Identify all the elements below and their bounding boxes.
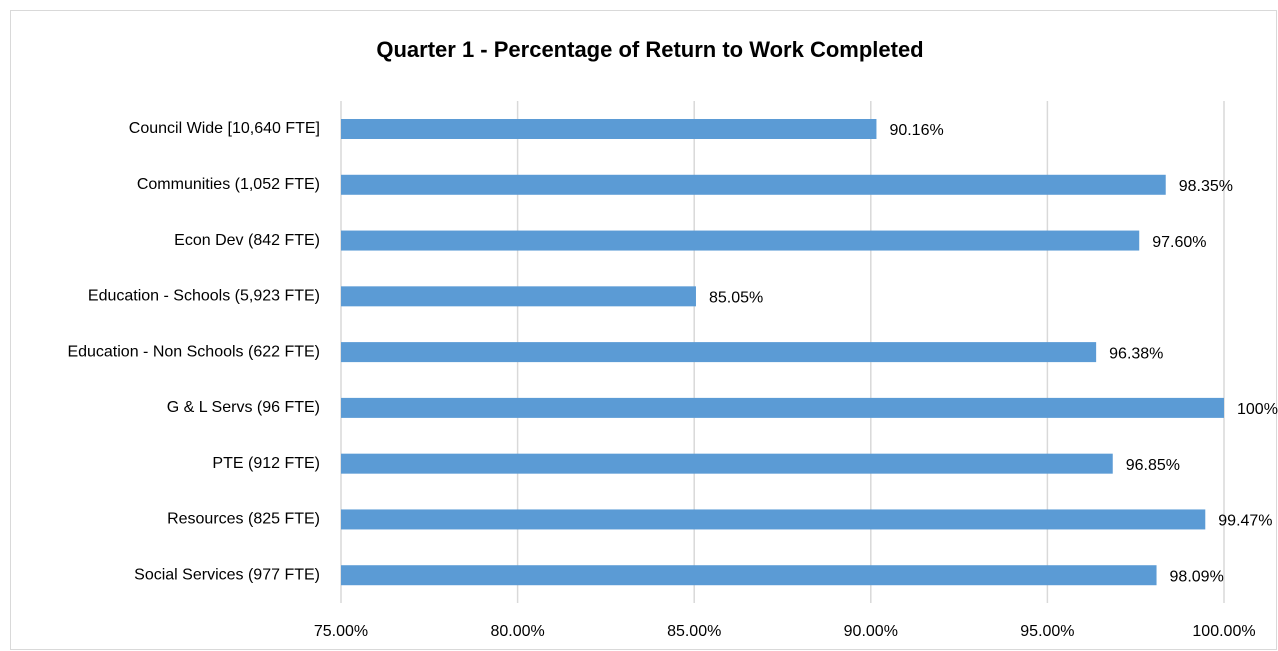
bar (341, 453, 1113, 474)
data-label: 98.09% (1170, 568, 1224, 585)
chart-title: Quarter 1 - Percentage of Return to Work… (376, 37, 923, 62)
x-tick-label: 90.00% (844, 623, 898, 640)
y-tick-label: Social Services (977 FTE) (134, 566, 320, 583)
bar (341, 342, 1097, 363)
x-tick-label: 80.00% (490, 623, 544, 640)
chart-border (10, 10, 1277, 650)
data-label: 97.60% (1152, 234, 1206, 251)
data-label: 99.47% (1218, 513, 1272, 530)
y-tick-label: Resources (825 FTE) (167, 511, 320, 528)
bar (341, 174, 1166, 195)
y-tick-label: Education - Schools (5,923 FTE) (88, 288, 320, 305)
y-tick-label: Econ Dev (842 FTE) (174, 232, 320, 249)
x-tick-label: 75.00% (314, 623, 368, 640)
bar (341, 119, 877, 139)
bar (341, 397, 1224, 418)
bar (341, 509, 1206, 530)
x-tick-label: 100.00% (1192, 623, 1255, 640)
data-label: 85.05% (709, 290, 763, 307)
y-tick-label: PTE (912 FTE) (212, 455, 320, 472)
y-tick-label: G & L Servs (96 FTE) (167, 399, 320, 416)
bar (341, 230, 1140, 251)
x-tick-label: 85.00% (667, 623, 721, 640)
data-label: 96.38% (1109, 345, 1163, 362)
bar (341, 286, 696, 307)
data-label: 96.85% (1126, 457, 1180, 474)
x-tick-label: 95.00% (1020, 623, 1074, 640)
y-tick-label: Council Wide [10,640 FTE] (129, 120, 320, 137)
data-label: 100% (1237, 401, 1278, 418)
data-label: 90.16% (889, 122, 943, 139)
bar (341, 565, 1157, 586)
y-tick-label: Education - Non Schools (622 FTE) (67, 343, 320, 360)
data-label: 98.35% (1179, 178, 1233, 195)
y-tick-label: Communities (1,052 FTE) (137, 176, 320, 193)
